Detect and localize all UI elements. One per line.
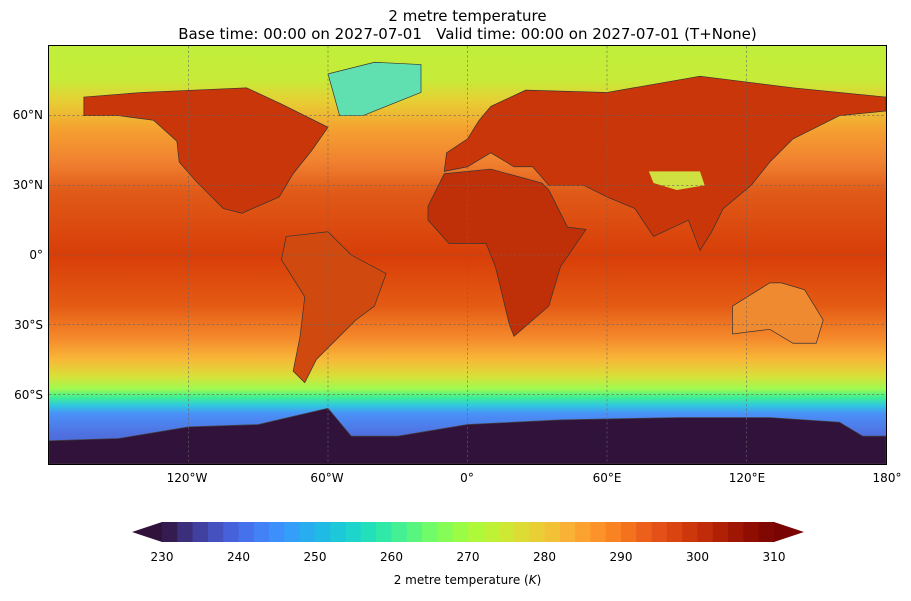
graticule <box>49 46 886 464</box>
colorbar-bin <box>406 522 423 542</box>
colorbar-bin <box>452 522 469 542</box>
colorbar-bin <box>513 522 530 542</box>
colorbar-bin <box>299 522 316 542</box>
chart-subtitle: Base time: 00:00 on 2027-07-01 Valid tim… <box>178 25 757 43</box>
lon-label: 120°W <box>166 471 208 485</box>
colorbar-tick-label: 310 <box>762 550 786 564</box>
colorbar-bin <box>697 522 714 542</box>
temperature-map <box>48 45 887 465</box>
colorbar-bin <box>468 522 484 542</box>
colorbar-bin <box>636 522 653 542</box>
colorbar-bin <box>238 522 255 542</box>
colorbar-bin <box>315 522 331 542</box>
lon-label: 180° <box>872 471 902 485</box>
south-america <box>281 231 387 384</box>
colorbar-bin <box>207 522 224 542</box>
colorbar-tick-label: 280 <box>533 550 556 564</box>
colorbar <box>132 522 804 542</box>
lat-label: 60°N <box>12 108 43 122</box>
colorbar-bin <box>483 522 500 542</box>
colorbar-bin <box>376 522 392 542</box>
colorbar-bin <box>758 522 775 542</box>
lat-label: 60°S <box>14 388 43 402</box>
chart-title: 2 metre temperature <box>388 7 547 25</box>
lon-label: 120°E <box>728 471 766 485</box>
north-america <box>83 87 329 214</box>
colorbar-bin <box>529 522 545 542</box>
colorbar-label: 2 metre temperature (K) <box>393 573 542 587</box>
colorbar-bin <box>223 522 239 542</box>
colorbar-tick-label: 260 <box>380 550 403 564</box>
lon-label: 0° <box>460 471 474 485</box>
colorbar-bin <box>330 522 347 542</box>
colorbar-bin <box>360 522 377 542</box>
colorbar-bin <box>345 522 362 542</box>
colorbar-bin <box>621 522 637 542</box>
colorbar-extend-high <box>774 522 804 542</box>
colorbar-bin <box>177 522 194 542</box>
colorbar-tick-label: 300 <box>686 550 709 564</box>
colorbar-bin <box>269 522 285 542</box>
colorbar-bin <box>743 522 760 542</box>
lat-label: 30°N <box>12 178 43 192</box>
lat-label: 0° <box>29 248 43 262</box>
colorbar-tick-label: 250 <box>303 550 327 564</box>
colorbar-bin <box>498 522 515 542</box>
colorbar-tick-label: 270 <box>456 550 480 564</box>
colorbar-extend-low <box>132 522 162 542</box>
colorbar-tick-label: 230 <box>150 550 174 564</box>
colorbar-bin <box>559 522 576 542</box>
colorbar-bin <box>682 522 698 542</box>
colorbar-bin <box>605 522 622 542</box>
lat-label: 30°S <box>14 318 43 332</box>
colorbar-bin <box>575 522 591 542</box>
colorbar-bin <box>666 522 683 542</box>
colorbar-bin <box>192 522 209 542</box>
colorbar-bin <box>544 522 561 542</box>
australia <box>732 282 824 344</box>
colorbar-bin <box>437 522 454 542</box>
colorbar-tick-label: 290 <box>609 550 633 564</box>
colorbar-bin <box>712 522 729 542</box>
colorbar-bin <box>590 522 607 542</box>
colorbar-tick-label: 240 <box>227 550 250 564</box>
colorbar-bin <box>728 522 744 542</box>
colorbar-bin <box>651 522 668 542</box>
lon-label: 60°W <box>310 471 344 485</box>
colorbar-bin <box>253 522 270 542</box>
colorbar-bin <box>422 522 438 542</box>
lon-label: 60°E <box>592 471 622 485</box>
colorbar-bin <box>162 522 178 542</box>
colorbar-bin <box>391 522 408 542</box>
colorbar-bin <box>284 522 301 542</box>
